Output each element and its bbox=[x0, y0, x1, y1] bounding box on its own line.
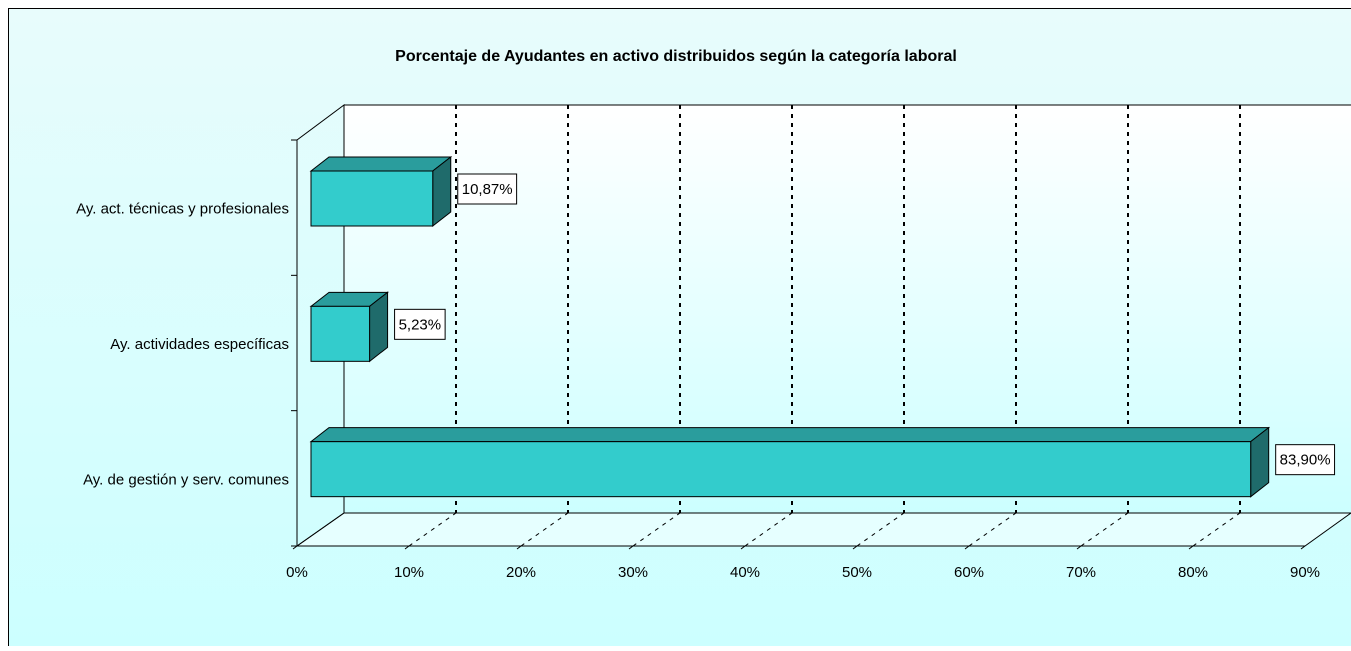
y-tick-label: Ay. act. técnicas y profesionales bbox=[76, 201, 289, 218]
value-label: 5,23% bbox=[399, 316, 442, 333]
x-tick-label: 30% bbox=[618, 564, 648, 581]
value-label: 10,87% bbox=[462, 181, 513, 198]
y-tick-label: Ay. actividades específicas bbox=[110, 336, 289, 353]
x-tick-label: 20% bbox=[506, 564, 536, 581]
bar bbox=[311, 442, 1251, 497]
chart-title: Porcentaje de Ayudantes en activo distri… bbox=[395, 48, 957, 65]
y-tick-label: Ay. de gestión y serv. comunes bbox=[83, 471, 289, 488]
bar bbox=[311, 171, 433, 226]
floor bbox=[297, 513, 1351, 546]
x-tick-label: 80% bbox=[1178, 564, 1208, 581]
bar-top bbox=[311, 428, 1269, 442]
x-tick-label: 60% bbox=[954, 564, 984, 581]
x-tick-label: 0% bbox=[286, 564, 308, 581]
x-tick-label: 90% bbox=[1290, 564, 1320, 581]
x-tick-label: 10% bbox=[394, 564, 424, 581]
value-label: 83,90% bbox=[1280, 452, 1331, 469]
bar-top bbox=[311, 157, 451, 171]
x-tick-label: 70% bbox=[1066, 564, 1096, 581]
bar bbox=[311, 306, 370, 361]
x-tick-label: 50% bbox=[842, 564, 872, 581]
x-tick-label: 40% bbox=[730, 564, 760, 581]
